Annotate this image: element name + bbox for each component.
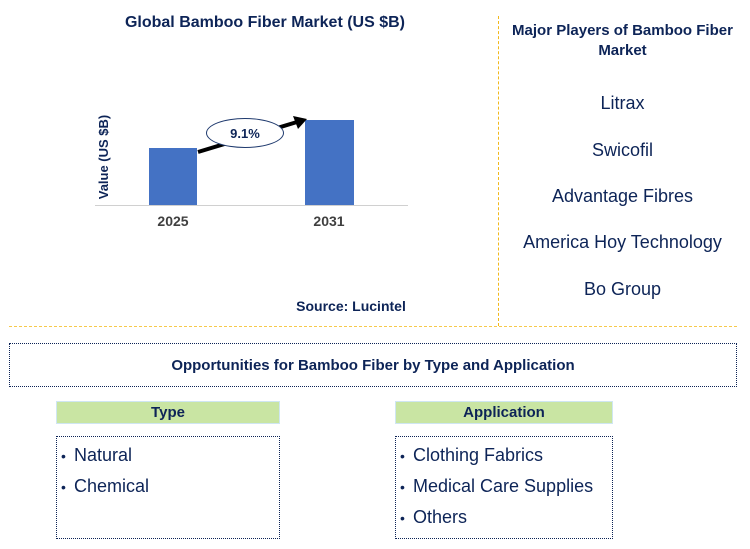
bullet-icon: • (61, 448, 66, 464)
x-axis-line (95, 205, 408, 206)
bullet-icon: • (400, 448, 405, 464)
player-item: Swicofil (591, 140, 653, 160)
horizontal-divider (9, 326, 737, 327)
list-item: • Chemical (61, 471, 279, 502)
player-item: Advantage Fibres (551, 186, 694, 206)
player-item: Litrax (600, 93, 645, 113)
x-tick-2025: 2025 (157, 213, 189, 229)
players-title: Major Players of Bamboo Fiber Market (512, 22, 733, 59)
bullet-icon: • (400, 479, 405, 495)
list-item: • Clothing Fabrics (400, 440, 612, 471)
opportunities-title: Opportunities for Bamboo Fiber by Type a… (9, 343, 737, 387)
source-label: Source: Lucintel (296, 298, 406, 314)
opportunities-title-text: Opportunities for Bamboo Fiber by Type a… (171, 356, 575, 374)
x-tick-2031: 2031 (313, 213, 345, 229)
player-item: America Hoy Technology (523, 232, 722, 252)
bullet-icon: • (400, 510, 405, 526)
vertical-divider (498, 16, 499, 326)
chart-title: Global Bamboo Fiber Market (US $B) (124, 14, 406, 31)
cagr-label: 9.1% (206, 118, 284, 148)
segment-header-application: Application (395, 401, 613, 424)
list-item: • Others (400, 502, 612, 533)
segment-header-type: Type (56, 401, 280, 424)
segment-list-type: • Natural • Chemical (56, 436, 280, 539)
bar-2025 (149, 148, 197, 205)
y-axis-label: Value (US $B) (96, 114, 111, 200)
list-item: • Medical Care Supplies (400, 471, 612, 502)
bar-2031 (305, 120, 354, 205)
list-item: • Natural (61, 440, 279, 471)
bullet-icon: • (61, 479, 66, 495)
player-item: Bo Group (583, 279, 662, 299)
segment-list-application: • Clothing Fabrics • Medical Care Supplies… (395, 436, 613, 539)
